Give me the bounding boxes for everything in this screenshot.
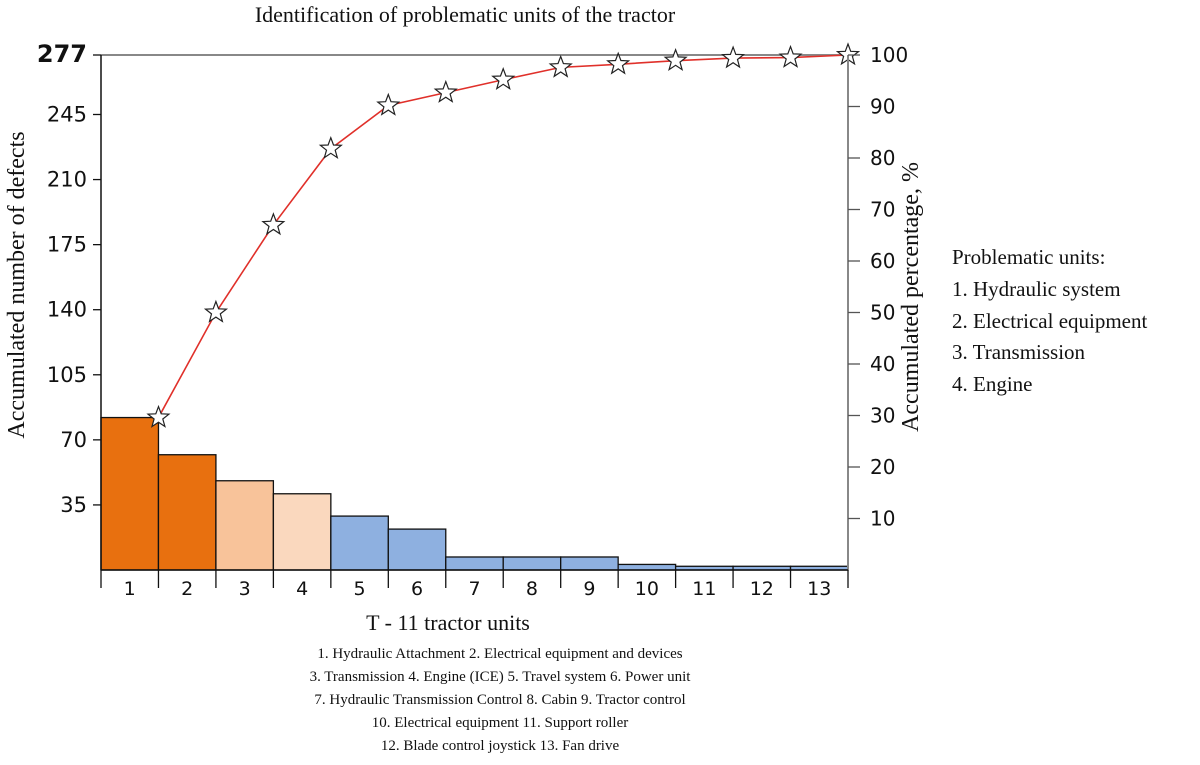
star-marker <box>778 44 803 68</box>
star-marker <box>433 79 458 103</box>
legend-title: Problematic units: <box>952 245 1106 269</box>
star-marker <box>606 51 631 75</box>
y2-tick-label: 80 <box>870 146 895 170</box>
y2-tick-label: 20 <box>870 455 895 479</box>
y-axis-label: Accumulated number of defects <box>4 131 30 438</box>
y-tick-label: 277 <box>37 40 87 68</box>
bar <box>100 416 160 571</box>
star-marker <box>663 47 688 71</box>
x-tick-label: 7 <box>468 578 480 600</box>
star-marker <box>261 212 286 236</box>
caption-line: 3. Transmission 4. Engine (ICE) 5. Trave… <box>309 669 691 685</box>
bars <box>100 416 849 571</box>
y-tick-label: 245 <box>47 102 87 126</box>
legend-item: 2. Electrical equipment <box>952 309 1148 333</box>
star-marker <box>376 92 401 116</box>
x-axis-label: T - 11 tractor units <box>366 610 530 635</box>
x-tick-label: 4 <box>296 578 308 600</box>
y2-axis-label: Accumulated percentage, % <box>898 162 924 432</box>
y2-tick-label: 90 <box>870 95 895 119</box>
legend-item: 1. Hydraulic system <box>952 277 1121 301</box>
legend-item: 4. Engine <box>952 372 1033 396</box>
bar <box>215 480 275 571</box>
x-tick-label: 5 <box>354 578 366 600</box>
y-tick-label: 105 <box>47 363 87 387</box>
x-tick-label: 1 <box>124 578 136 600</box>
y2-tick-label: 50 <box>870 301 895 325</box>
x-tick-label: 8 <box>526 578 538 600</box>
caption-line: 12. Blade control joystick 13. Fan drive <box>380 738 620 754</box>
bar <box>560 556 619 571</box>
y2-tick-label: 40 <box>870 352 895 376</box>
chart-title: Identification of problematic units of t… <box>255 2 676 27</box>
x-tick-label: 9 <box>583 578 595 600</box>
x-tick-label: 10 <box>635 578 659 600</box>
y-tick-label: 35 <box>60 493 87 517</box>
star-marker <box>318 135 343 160</box>
y2-tick-label: 100 <box>870 43 908 67</box>
star-marker <box>720 45 746 69</box>
y2-tick-label: 30 <box>870 404 895 428</box>
x-tick-label: 2 <box>181 578 193 600</box>
cumulative-line <box>146 42 861 428</box>
caption-line: 10. Electrical equipment 11. Support rol… <box>371 715 629 731</box>
x-tick-label: 13 <box>807 578 831 600</box>
bar <box>617 563 677 571</box>
star-marker <box>548 54 573 78</box>
y2-tick-label: 60 <box>870 249 895 273</box>
star-marker <box>146 404 171 428</box>
star-marker <box>203 299 229 323</box>
bar <box>445 556 504 571</box>
bar <box>387 528 447 571</box>
bar <box>157 454 217 571</box>
x-tick-label: 11 <box>692 578 716 600</box>
star-marker <box>491 66 516 91</box>
y-tick-label: 210 <box>47 168 87 192</box>
caption-line: 1. Hydraulic Attachment 2. Electrical eq… <box>317 646 683 662</box>
caption-line: 7. Hydraulic Transmission Control 8. Cab… <box>314 692 686 708</box>
bar <box>502 556 562 571</box>
y-tick-label: 175 <box>47 233 87 257</box>
x-tick-label: 6 <box>411 578 423 600</box>
bar <box>272 493 332 571</box>
y-tick-label: 70 <box>60 428 87 452</box>
axes: 3570105140175210245277102030405060708090… <box>37 40 908 600</box>
cumulative-line-path <box>157 54 849 418</box>
legend-item: 3. Transmission <box>952 340 1086 364</box>
x-tick-label: 3 <box>239 578 251 600</box>
y2-tick-label: 10 <box>870 507 895 531</box>
x-tick-label: 12 <box>750 578 774 600</box>
y2-tick-label: 70 <box>870 198 895 222</box>
y-tick-label: 140 <box>47 298 87 322</box>
bar <box>330 515 389 571</box>
